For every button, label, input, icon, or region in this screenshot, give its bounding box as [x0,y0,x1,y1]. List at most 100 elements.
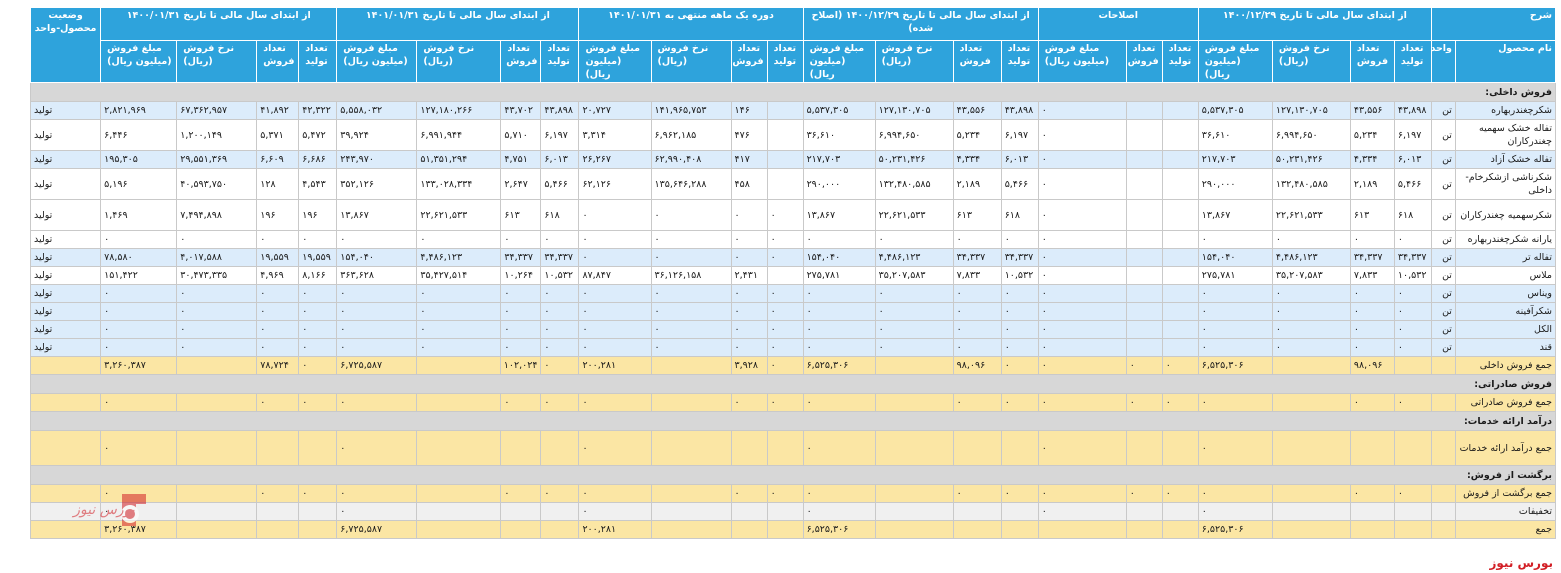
value-cell: ۰ [1037,266,1127,285]
unit-cell: تن [1430,101,1456,120]
value-cell: ۴,۰۱۷,۵۸۸ [176,248,258,267]
value-cell: ۷,۴۹۴,۸۹۸ [176,199,258,231]
header-rate-g4: نرخ فروش (ریال) [650,40,732,83]
value-cell: ۰ [1161,484,1199,503]
value-cell [1161,199,1199,231]
value-cell: ۰ [416,320,502,339]
value-cell: ۴۳,۵۵۶ [952,101,1002,120]
value-cell: ۶۱۸ [540,199,580,231]
value-cell: ۶,۵۲۵,۳۰۶ [802,356,876,375]
value-cell: ۵,۱۹۶ [100,168,178,200]
value-cell: ۶,۷۲۵,۵۸۷ [336,520,418,539]
value-cell: ۰ [650,248,732,267]
unit-cell: تن [1430,320,1456,339]
value-cell: ۲,۴۳۱ [730,266,768,285]
value-cell: ۰ [952,284,1002,303]
value-cell [500,520,542,539]
table-row: ویناس تن ۰ ۰ ۰ ۰ ۰ ۰ ۰ ۰ ۰ ۰ ۰ ۰ ۰ ۰ ۰ ۰ ۰ ۰ ۰ ۰ ۰ تولید [29,284,1557,303]
value-cell: ۷۸,۵۸۰ [100,248,178,267]
value-cell: ۰ [540,338,580,357]
value-cell: ۵۱,۳۵۱,۲۹۴ [416,150,502,169]
value-cell: ۱۴۱,۹۶۵,۷۵۳ [650,101,732,120]
value-cell: ۰ [100,284,178,303]
value-cell [1125,230,1163,249]
table-row: شکرسهمیه چغندرکاران تن ۶۱۸ ۶۱۳ ۲۲,۶۲۱,۵۳۳ ۱۳,… [29,199,1557,231]
value-cell [874,356,954,375]
section-label: فروش صادراتی: [30,374,1556,394]
table-row: تفاله خشک سهمیه چغندرکاران تن ۶,۱۹۷ ۵,۲۳۴ ۶,… [29,119,1557,151]
status-cell [29,484,102,503]
value-cell: ۰ [1037,484,1127,503]
value-cell [416,484,502,503]
value-cell [1125,248,1163,267]
value-cell: ۳۵,۴۲۷,۵۱۴ [416,266,502,285]
value-cell: ۰ [1037,502,1127,521]
value-cell: ۶,۱۹۷ [540,119,580,151]
status-cell [29,520,102,539]
value-cell: ۵۰,۲۳۱,۴۲۶ [1271,150,1351,169]
header-qty-prod-g4: تعداد تولید [766,40,804,83]
header-period-1400-12-29: از ابتدای سال مالی تا تاریخ ۱۴۰۰/۱۲/۲۹ [1197,7,1432,41]
value-cell [650,484,732,503]
value-cell: ۵,۴۶۶ [1000,168,1039,200]
value-cell: ۰ [874,320,954,339]
status-cell: تولید [29,168,102,200]
product-name-cell: جمع [1454,520,1557,539]
header-rate-g5: نرخ فروش (ریال) [416,40,502,83]
value-cell: ۰ [256,302,300,321]
value-cell: ۰ [578,338,652,357]
value-cell: ۱۵۴,۰۴۰ [802,248,876,267]
status-cell [29,430,102,466]
value-cell [1037,520,1127,539]
value-cell: ۱۳۳,۰۲۸,۳۳۴ [416,168,502,200]
value-cell: ۰ [766,284,804,303]
value-cell: ۰ [100,320,178,339]
value-cell [256,520,300,539]
value-cell: ۰ [176,320,258,339]
value-cell: ۰ [1197,284,1273,303]
value-cell: ۰ [1000,284,1039,303]
header-status: وضعیت محصول-واحد [29,7,102,83]
value-cell: ۲۹۰,۰۰۰ [802,168,876,200]
unit-cell: تن [1430,248,1456,267]
value-cell: ۳۵,۲۰۷,۵۸۳ [1271,266,1351,285]
value-cell: ۱۹۶ [256,199,300,231]
unit-cell [1430,502,1456,521]
value-cell: ۰ [416,338,502,357]
value-cell: ۱۹,۵۵۹ [298,248,338,267]
section-label: درآمد ارائه خدمات: [30,411,1556,431]
value-cell: ۰ [1271,302,1351,321]
value-cell: ۰ [802,230,876,249]
value-cell: ۰ [952,393,1002,412]
value-cell: ۶,۹۶۲,۱۸۵ [650,119,732,151]
header-qty-prod-g1: تعداد تولید [1393,40,1432,83]
value-cell: ۰ [802,393,876,412]
status-cell [29,356,102,375]
value-cell: ۰ [1037,101,1127,120]
value-cell: ۰ [650,320,732,339]
value-cell [730,520,768,539]
value-cell: ۰ [1000,230,1039,249]
status-cell: تولید [29,199,102,231]
table-row: ملاس تن ۱۰,۵۳۲ ۷,۸۳۳ ۳۵,۲۰۷,۵۸۳ ۲۷۵,۷۸۱ ۰ ۱۰,۵۳… [29,266,1557,285]
value-cell: ۰ [336,284,418,303]
value-cell [874,502,954,521]
value-cell [730,430,768,466]
unit-cell [1430,430,1456,466]
header-amount-g1: مبلغ فروش (میلیون ریال) [1197,40,1273,83]
value-cell: ۰ [874,284,954,303]
value-cell: ۰ [1271,284,1351,303]
value-cell: ۴۱,۸۹۲ [256,101,300,120]
value-cell: ۰ [802,430,876,466]
status-cell: تولید [29,248,102,267]
value-cell [1161,502,1199,521]
value-cell: ۰ [256,338,300,357]
value-cell: ۰ [1393,393,1432,412]
value-cell [1161,284,1199,303]
value-cell: ۶,۰۱۳ [540,150,580,169]
value-cell [416,520,502,539]
value-cell: ۰ [100,430,178,466]
value-cell: ۰ [1393,284,1432,303]
value-cell: ۲۹۰,۰۰۰ [1197,168,1273,200]
header-qty-prod-g6: تعداد تولید [298,40,338,83]
